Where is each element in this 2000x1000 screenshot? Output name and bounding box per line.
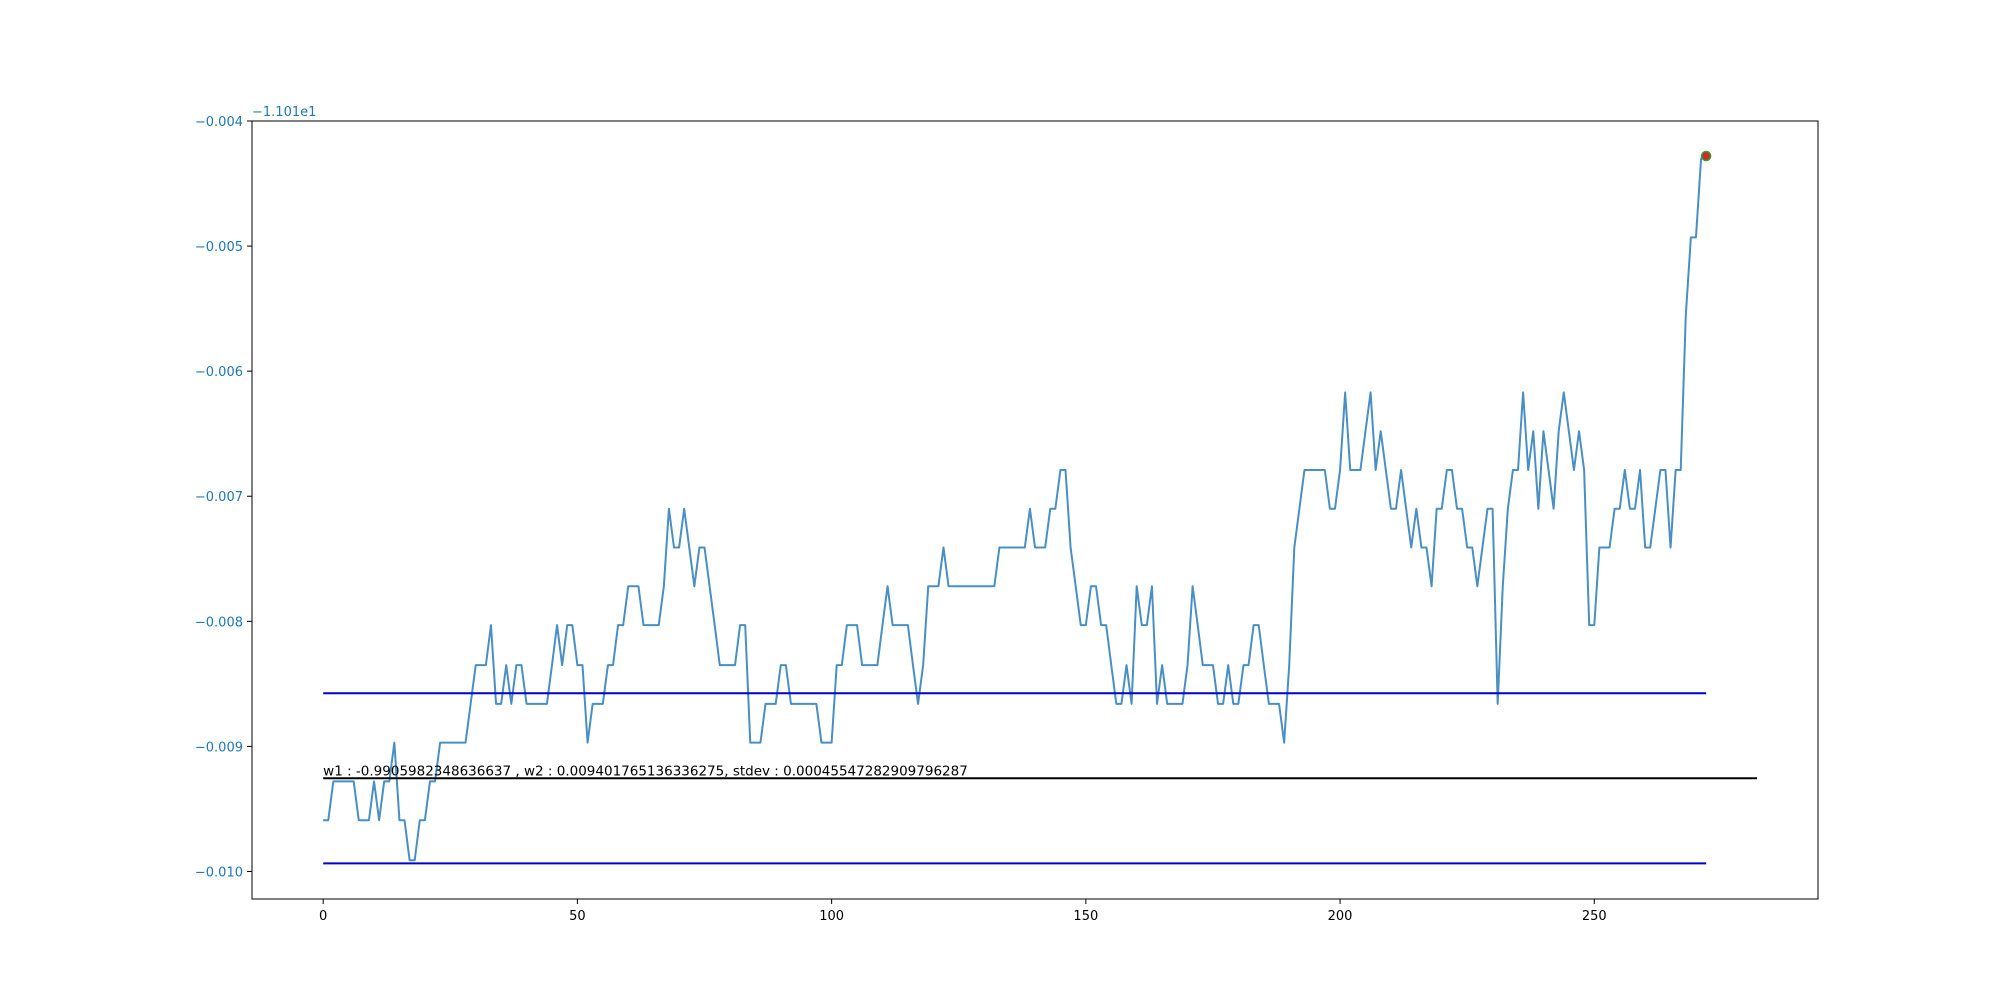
x-tick-label-5: 250	[1582, 909, 1607, 924]
x-tick-label-1: 50	[569, 909, 586, 924]
y-axis-ticks: −0.004 −0.005 −0.006 −0.007 −0.008 −0.009 −0.0…	[195, 115, 252, 880]
y-tick-label-5: −0.009	[195, 740, 243, 755]
last-point-marker	[1700, 150, 1712, 162]
series-layer	[323, 155, 1707, 862]
x-tick-label-0: 0	[319, 909, 327, 924]
x-axis-ticks: 0 50 100 150 200 250	[319, 899, 1607, 924]
y-axis-offset-label: −1.101e1	[252, 105, 316, 120]
y-tick-label-0: −0.004	[195, 115, 243, 130]
series-line-0	[323, 155, 1707, 862]
y-tick-label-1: −0.005	[195, 240, 243, 255]
y-tick-label-2: −0.006	[195, 365, 243, 380]
y-tick-label-3: −0.007	[195, 490, 243, 505]
plot-frame	[251, 120, 1819, 900]
x-tick-label-3: 150	[1073, 909, 1098, 924]
y-tick-label-6: −0.010	[195, 865, 243, 880]
y-tick-label-4: −0.008	[195, 615, 243, 630]
x-tick-label-2: 100	[819, 909, 844, 924]
marker-layer	[1700, 150, 1712, 162]
x-tick-label-4: 200	[1328, 909, 1353, 924]
reference-lines	[323, 692, 1757, 865]
stats-annotation: w1 : -0.9905982348636637 , w2 : 0.009401…	[323, 763, 968, 779]
